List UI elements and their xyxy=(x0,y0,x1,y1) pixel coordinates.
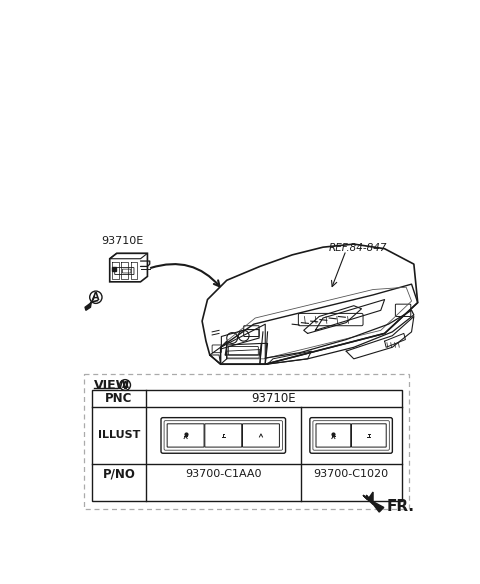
Bar xyxy=(92,390,402,501)
Text: PNC: PNC xyxy=(105,392,132,405)
Text: 93700-C1AA0: 93700-C1AA0 xyxy=(185,470,262,479)
Text: 93710E: 93710E xyxy=(252,392,296,405)
Text: A: A xyxy=(121,381,129,390)
Text: REF.84-847: REF.84-847 xyxy=(329,244,388,253)
Polygon shape xyxy=(85,303,91,310)
Text: VIEW: VIEW xyxy=(94,378,130,391)
Text: ILLUST: ILLUST xyxy=(98,430,140,440)
Text: P/NO: P/NO xyxy=(103,468,135,481)
Text: 93700-C1020: 93700-C1020 xyxy=(313,470,389,479)
Text: A: A xyxy=(92,292,100,303)
Bar xyxy=(84,374,409,509)
Polygon shape xyxy=(366,495,384,512)
Text: FR.: FR. xyxy=(387,499,415,513)
FancyArrowPatch shape xyxy=(151,264,220,286)
Polygon shape xyxy=(363,492,373,505)
Text: 93710E: 93710E xyxy=(101,235,144,246)
